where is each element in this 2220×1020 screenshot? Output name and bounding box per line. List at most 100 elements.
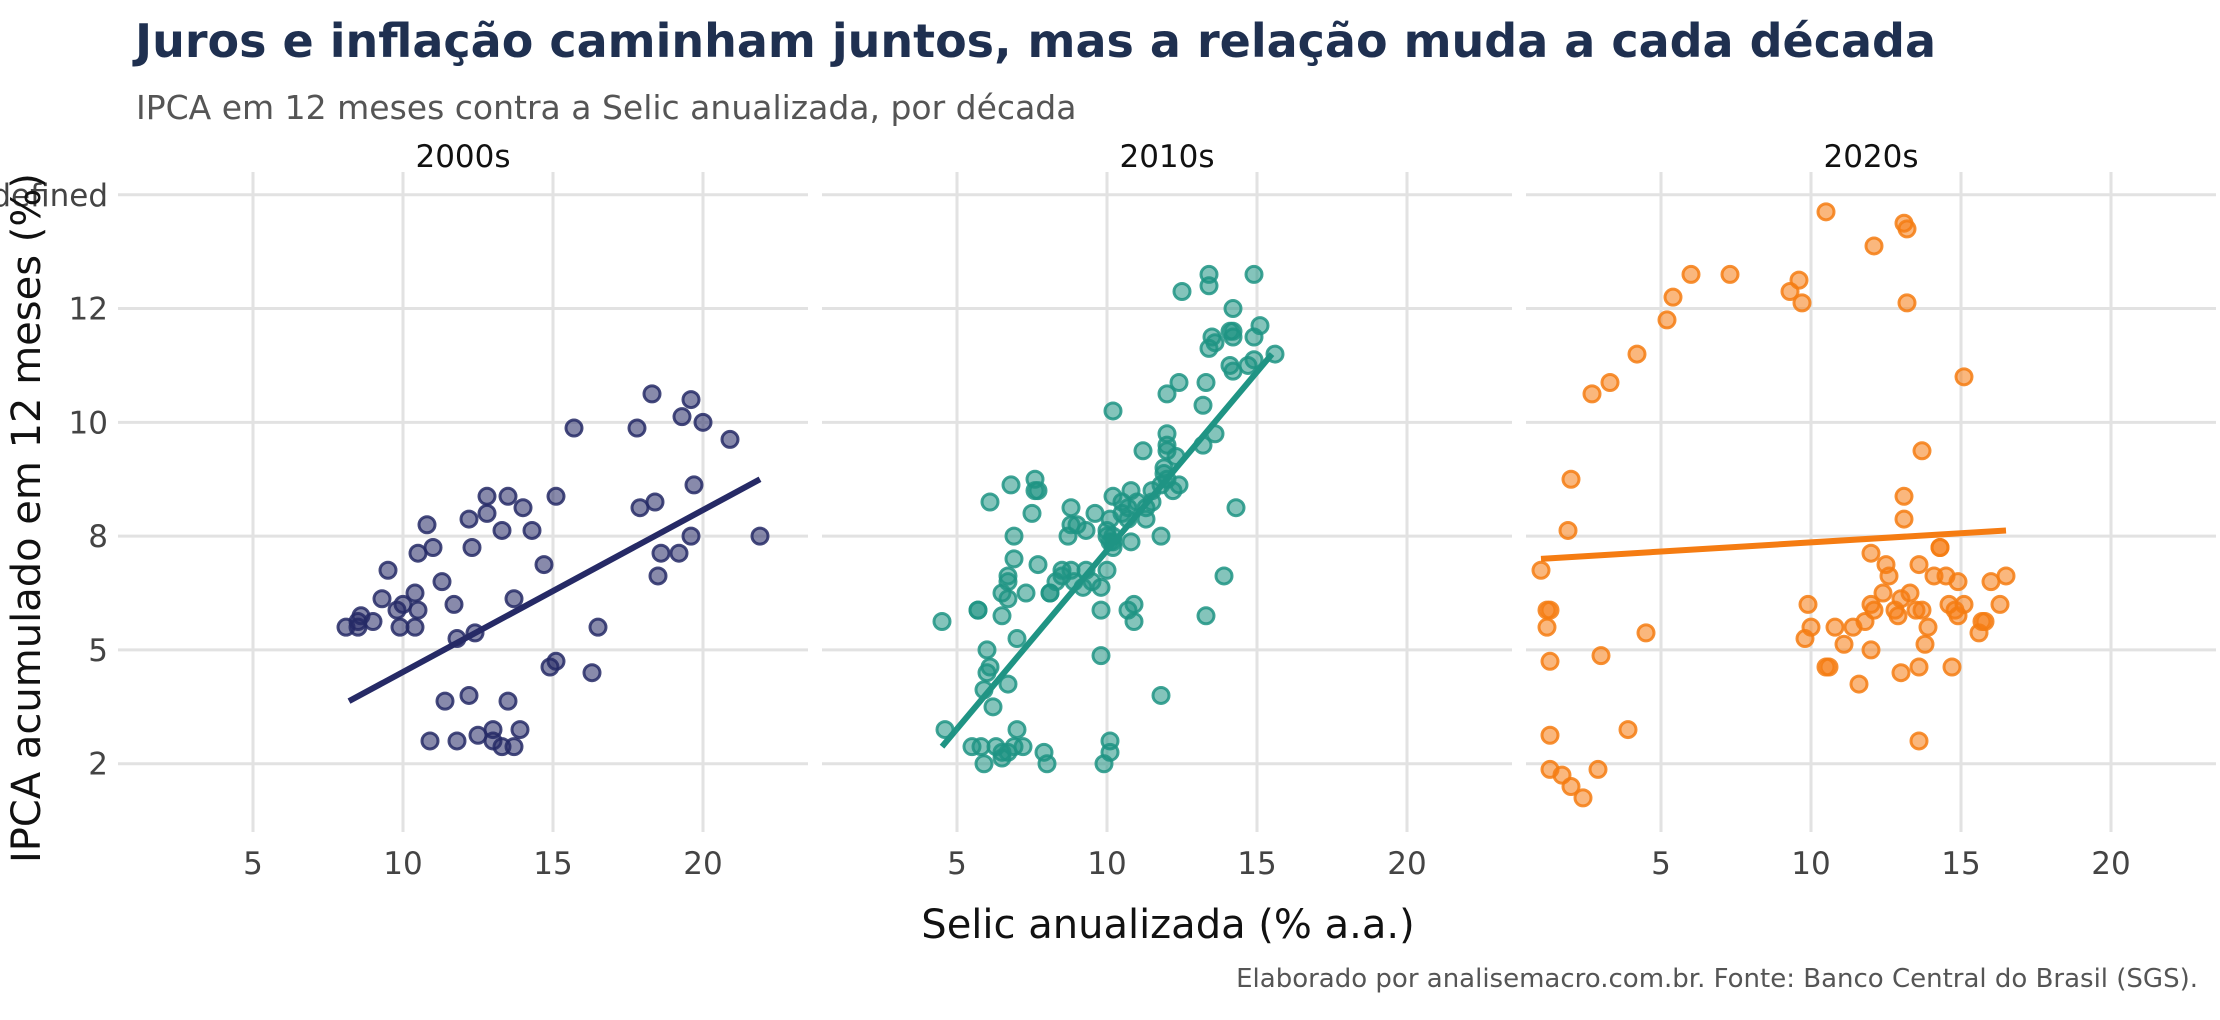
data-point [1912, 441, 1932, 461]
data-point [444, 594, 464, 614]
data-point [510, 720, 530, 740]
data-point [1061, 498, 1081, 518]
data-point [1558, 520, 1578, 540]
data-point [974, 754, 994, 774]
facet-label: 2000s [415, 139, 510, 175]
data-point [1022, 503, 1042, 523]
data-point [1016, 583, 1036, 603]
data-point [1157, 384, 1177, 404]
data-point [1540, 725, 1560, 745]
data-point [522, 520, 542, 540]
data-point [1600, 373, 1620, 393]
data-point [1028, 555, 1048, 575]
data-point [432, 572, 452, 592]
data-point [1861, 543, 1881, 563]
data-point [1864, 600, 1884, 620]
data-point [1720, 264, 1740, 284]
data-point [1537, 617, 1557, 637]
data-point [1091, 577, 1111, 597]
facet-panels: 5 10 15 20 2000s 5 10 15 20 2010s 5 10 15 20 2020s [118, 139, 2216, 882]
data-point [1250, 316, 1270, 336]
data-point [1004, 526, 1024, 546]
data-point [977, 640, 997, 660]
data-point [447, 731, 467, 751]
x-tick-label: 5 [1651, 846, 1671, 882]
data-point [1657, 310, 1677, 330]
data-point [1894, 486, 1914, 506]
data-point [1627, 344, 1647, 364]
data-point [1582, 384, 1602, 404]
data-point [1124, 611, 1144, 631]
data-point [693, 412, 713, 432]
facet-panel-2020s: 5 10 15 20 2020s [1526, 139, 2216, 882]
data-point [1915, 634, 1935, 654]
y-tick-label: 8 [88, 519, 108, 555]
data-point [1849, 674, 1869, 694]
data-point [1226, 498, 1246, 518]
data-point [1801, 617, 1821, 637]
data-point [372, 589, 392, 609]
data-point [980, 492, 1000, 512]
data-point [1091, 646, 1111, 666]
data-point [1151, 685, 1171, 705]
data-point [483, 720, 503, 740]
data-point [645, 492, 665, 512]
data-point [1007, 720, 1027, 740]
data-point [1121, 532, 1141, 552]
data-point [1223, 299, 1243, 319]
data-point [1169, 373, 1189, 393]
data-point [1151, 526, 1171, 546]
data-point [513, 498, 533, 518]
data-point [1864, 236, 1884, 256]
data-point [459, 685, 479, 705]
data-point [435, 691, 455, 711]
data-point [408, 600, 428, 620]
data-point [998, 589, 1018, 609]
data-point [1573, 788, 1593, 808]
data-point [1561, 469, 1581, 489]
data-point [564, 418, 584, 438]
data-point [1097, 560, 1117, 580]
data-point [1561, 776, 1581, 796]
data-point [588, 617, 608, 637]
data-point [992, 606, 1012, 626]
data-point [1172, 281, 1192, 301]
data-point [651, 543, 671, 563]
data-point [681, 526, 701, 546]
data-point [1909, 657, 1929, 677]
data-point [998, 674, 1018, 694]
data-point [983, 697, 1003, 717]
data-point [1897, 219, 1917, 239]
facet-label: 2020s [1823, 139, 1918, 175]
data-point [1789, 270, 1809, 290]
data-point [1918, 617, 1938, 637]
data-point [1028, 481, 1048, 501]
data-point [546, 651, 566, 671]
data-point [1193, 395, 1213, 415]
x-tick-label: 15 [533, 846, 572, 882]
data-point [1124, 594, 1144, 614]
data-point [1196, 373, 1216, 393]
trend-line [347, 476, 762, 704]
data-point [1819, 657, 1839, 677]
data-point [504, 589, 524, 609]
data-point [1873, 583, 1893, 603]
data-point [1663, 287, 1683, 307]
trend-line [939, 352, 1275, 749]
data-point [492, 520, 512, 540]
data-point [1157, 424, 1177, 444]
chart-title: Juros e inflação caminham juntos, mas a … [135, 14, 1937, 68]
data-point [750, 526, 770, 546]
x-tick-label: 15 [1237, 846, 1276, 882]
data-point [1588, 759, 1608, 779]
data-point [1990, 594, 2010, 614]
data-point [363, 611, 383, 631]
data-point [998, 566, 1018, 586]
data-point [1100, 742, 1120, 762]
x-axis-label: Selic anualizada (% a.a.) [921, 902, 1414, 948]
data-point [459, 509, 479, 529]
data-point [1825, 617, 1845, 637]
data-point [1013, 737, 1033, 757]
data-point [1001, 475, 1021, 495]
data-point [669, 543, 689, 563]
